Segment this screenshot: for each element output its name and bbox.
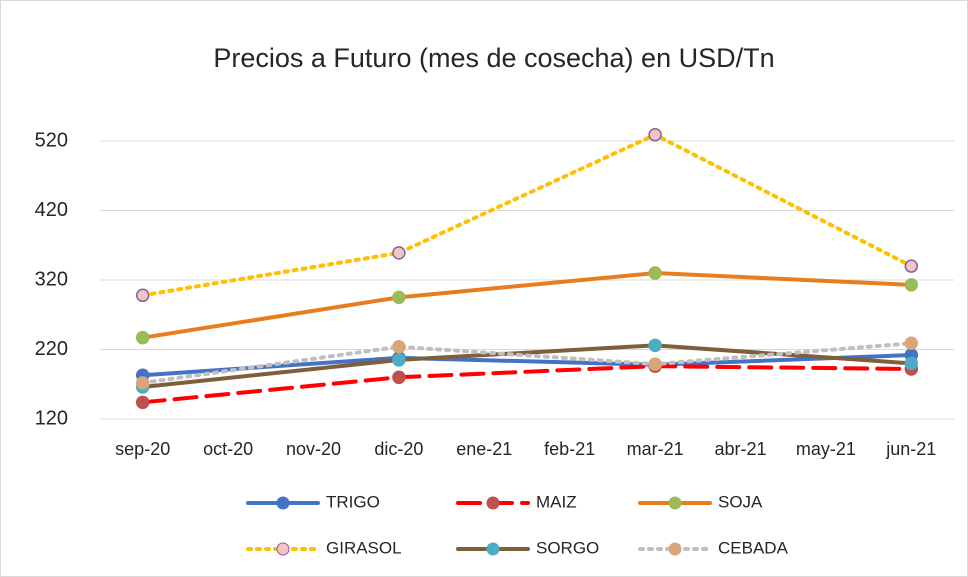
x-tick-label: may-21 xyxy=(796,439,856,459)
legend-label: GIRASOL xyxy=(326,538,402,557)
legend-marker xyxy=(276,542,290,556)
point-marker xyxy=(135,288,150,303)
x-tick-label: feb-21 xyxy=(544,439,595,459)
x-tick-label: nov-20 xyxy=(286,439,341,459)
series-line xyxy=(140,132,914,298)
legend-label: TRIGO xyxy=(326,492,380,511)
x-tick-label: jun-21 xyxy=(885,439,936,459)
point-marker xyxy=(648,127,662,142)
x-tick-label: sep-20 xyxy=(115,439,170,459)
legend-marker xyxy=(486,542,500,556)
point-marker xyxy=(392,246,406,260)
x-tick-label: oct-20 xyxy=(203,439,253,459)
point-marker xyxy=(135,376,150,390)
legend-label: CEBADA xyxy=(718,538,789,557)
point-marker xyxy=(135,395,150,410)
point-marker xyxy=(904,259,919,273)
legend-label: SOJA xyxy=(718,492,763,511)
point-marker xyxy=(392,370,406,385)
point-marker xyxy=(648,266,662,280)
y-tick-label: 120 xyxy=(35,407,68,429)
y-tick-label: 420 xyxy=(35,199,68,221)
x-tick-label: ene-21 xyxy=(456,439,512,459)
point-marker xyxy=(904,336,919,350)
legend-label: SORGO xyxy=(536,538,599,557)
x-tick-label: dic-20 xyxy=(374,439,423,459)
point-marker xyxy=(648,357,662,371)
point-marker xyxy=(392,339,406,354)
point-marker xyxy=(135,330,150,345)
y-tick-label: 520 xyxy=(35,129,68,151)
legend-label: MAIZ xyxy=(536,492,577,511)
point-marker xyxy=(648,338,662,353)
legend-marker xyxy=(486,496,500,510)
point-marker xyxy=(392,290,406,305)
legend-marker xyxy=(276,496,290,510)
y-tick-label: 220 xyxy=(35,338,68,360)
point-marker xyxy=(392,353,406,367)
y-tick-label: 320 xyxy=(35,268,68,290)
x-tick-label: mar-21 xyxy=(627,439,684,459)
series-line xyxy=(140,271,914,340)
series-line xyxy=(140,343,914,390)
point-marker xyxy=(904,356,919,371)
chart-title: Precios a Futuro (mes de cosecha) en USD… xyxy=(213,43,774,73)
legend-marker xyxy=(668,496,682,510)
legend-marker xyxy=(668,542,682,556)
series-line xyxy=(140,341,914,385)
x-tick-label: abr-21 xyxy=(714,439,766,459)
series-line xyxy=(140,364,914,405)
point-marker xyxy=(904,278,919,292)
